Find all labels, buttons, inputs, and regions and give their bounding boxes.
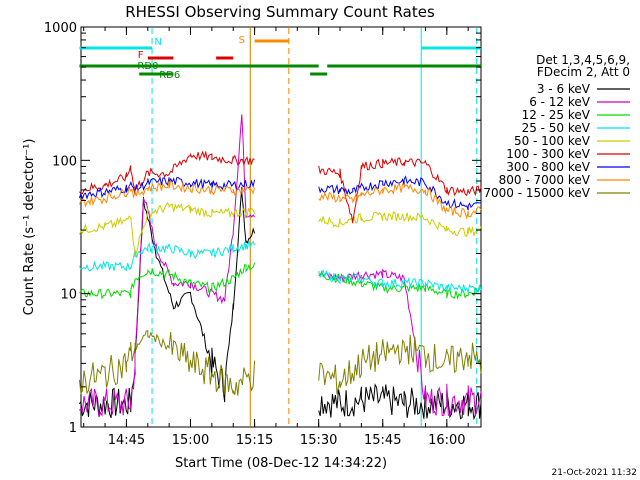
x-tick-label: 15:45 bbox=[364, 433, 401, 448]
series-line bbox=[78, 330, 482, 396]
x-tick-label: 14:45 bbox=[108, 433, 145, 448]
legend-header: Det 1,3,4,5,6,9, bbox=[536, 53, 630, 67]
flag-label: S bbox=[239, 35, 245, 46]
y-tick-label: 1 bbox=[69, 421, 77, 436]
legend-entry-label: 25 - 50 keV bbox=[522, 121, 591, 135]
series-line bbox=[79, 150, 482, 224]
y-tick-label: 10 bbox=[60, 288, 77, 303]
series-line bbox=[78, 186, 482, 421]
series-line bbox=[78, 240, 482, 294]
y-tick-label: 1000 bbox=[44, 21, 77, 36]
legend-entry-label: 12 - 25 keV bbox=[522, 108, 591, 122]
series-line bbox=[79, 262, 482, 300]
flag-label: N bbox=[154, 37, 161, 48]
legend-entry-label: 50 - 100 keV bbox=[514, 134, 591, 148]
x-tick-label: 15:15 bbox=[236, 433, 273, 448]
legend-entry-label: 6 - 12 keV bbox=[529, 95, 591, 109]
x-tick-label: 16:00 bbox=[428, 433, 465, 448]
x-tick-label: 15:00 bbox=[172, 433, 209, 448]
series-line bbox=[78, 175, 482, 211]
series-line bbox=[78, 201, 482, 258]
flag-label: RD6 bbox=[159, 70, 180, 81]
legend-entry-label: 3 - 6 keV bbox=[537, 82, 591, 96]
y-tick-label: 100 bbox=[52, 154, 77, 169]
footer-timestamp: 21-Oct-2021 11:32 bbox=[552, 468, 637, 478]
x-tick-label: 15:30 bbox=[300, 433, 337, 448]
series-line bbox=[78, 180, 482, 220]
x-axis-label: Start Time (08-Dec-12 14:34:22) bbox=[175, 456, 387, 471]
series-lines bbox=[78, 114, 482, 421]
axes: 14:45 15:00 15:15 15:30 15:45 16:00 1 10 100 1000 bbox=[44, 21, 481, 448]
flag-label: RD0 bbox=[137, 61, 158, 72]
legend: Det 1,3,4,5,6,9,FDecim 2, Att 0 3 - 6 keV… bbox=[483, 53, 630, 200]
legend-entry-label: 100 - 300 keV bbox=[506, 147, 590, 161]
legend-entry-label: 7000 - 15000 keV bbox=[483, 186, 590, 200]
legend-header: FDecim 2, Att 0 bbox=[537, 65, 630, 79]
vertical-markers bbox=[151, 28, 478, 426]
flag-label: F bbox=[138, 50, 144, 61]
chart-title: RHESSI Observing Summary Count Rates bbox=[125, 3, 435, 21]
legend-entry-label: 300 - 800 keV bbox=[506, 160, 590, 174]
y-axis-label: Count Rate (s⁻¹ detector⁻¹) bbox=[22, 139, 37, 316]
legend-entry-label: 800 - 7000 keV bbox=[499, 173, 591, 187]
